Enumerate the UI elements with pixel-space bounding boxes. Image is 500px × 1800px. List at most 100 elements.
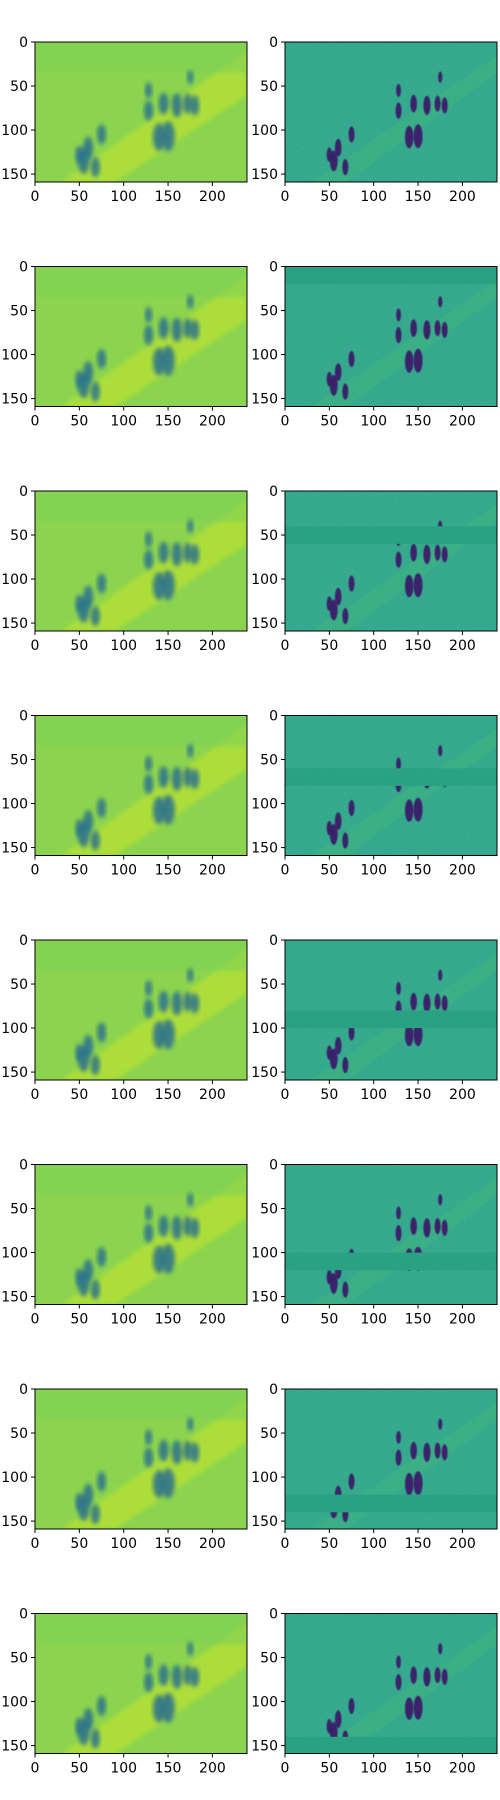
image-content <box>285 1613 497 1754</box>
y-tick-label: 100 <box>1 1695 28 1711</box>
x-tick-label: 100 <box>360 1087 387 1103</box>
y-tick-label: 0 <box>269 484 278 500</box>
x-tick-label: 50 <box>70 414 88 430</box>
masked-band <box>285 1494 497 1513</box>
y-tick-label: 50 <box>260 304 278 320</box>
axes-frame <box>284 490 498 632</box>
x-tick-label: 200 <box>449 1536 476 1552</box>
x-tick-label: 100 <box>110 1761 137 1777</box>
x-tick-label: 150 <box>405 189 432 205</box>
y-tick-label: 50 <box>10 1202 28 1218</box>
x-tick-label: 0 <box>31 1761 40 1777</box>
y-tick-label: 150 <box>1 1290 28 1306</box>
x-tick-label: 50 <box>320 1536 338 1552</box>
x-tick-label: 100 <box>110 1536 137 1552</box>
image-content <box>35 715 247 856</box>
image-content <box>285 42 497 182</box>
x-tick-label: 150 <box>155 1761 182 1777</box>
x-tick-label: 100 <box>360 638 387 654</box>
image-content <box>285 1389 497 1529</box>
x-tick-label: 100 <box>360 1761 387 1777</box>
y-tick-label: 150 <box>251 392 278 408</box>
y-tick-label: 150 <box>1 616 28 632</box>
image-content <box>35 1164 247 1305</box>
y-tick-label: 100 <box>251 348 278 364</box>
y-tick-label: 100 <box>1 572 28 588</box>
x-tick-label: 0 <box>31 1312 40 1328</box>
y-tick-label: 100 <box>251 572 278 588</box>
axes-frame <box>34 490 248 632</box>
x-tick-label: 150 <box>155 863 182 879</box>
y-tick-label: 0 <box>269 35 278 51</box>
x-tick-label: 100 <box>110 638 137 654</box>
x-tick-label: 0 <box>281 1536 290 1552</box>
y-tick-label: 0 <box>19 35 28 51</box>
masked-band <box>285 1010 497 1029</box>
x-tick-label: 50 <box>320 1312 338 1328</box>
y-tick-label: 0 <box>19 1158 28 1174</box>
x-tick-label: 200 <box>199 638 226 654</box>
x-tick-label: 50 <box>70 638 88 654</box>
axes-frame <box>284 715 498 856</box>
x-tick-label: 200 <box>449 638 476 654</box>
x-tick-label: 0 <box>281 414 290 430</box>
y-tick-label: 150 <box>251 1065 278 1081</box>
axes-frame <box>34 41 248 183</box>
masked-band <box>285 768 497 786</box>
panel-r5-c2: 0 50 100 150 200 0 50 100 150 <box>251 933 498 1103</box>
y-tick-label: 150 <box>251 167 278 183</box>
x-tick-label: 200 <box>449 1312 476 1328</box>
image-content <box>35 42 247 182</box>
x-tick-label: 50 <box>320 1761 338 1777</box>
x-tick-label: 200 <box>199 189 226 205</box>
axes-frame <box>284 1613 498 1754</box>
x-tick-label: 150 <box>405 1761 432 1777</box>
y-tick-label: 150 <box>1 1065 28 1081</box>
masked-band <box>285 266 497 285</box>
x-tick-label: 0 <box>281 1761 290 1777</box>
y-tick-label: 0 <box>19 484 28 500</box>
axes-frame <box>284 939 498 1081</box>
y-tick-label: 50 <box>10 1651 28 1667</box>
x-tick-label: 150 <box>405 1536 432 1552</box>
x-tick-label: 100 <box>360 1312 387 1328</box>
x-tick-label: 50 <box>70 863 88 879</box>
panel-r1-c1: 0 50 100 150 200 0 50 100 150 <box>1 35 248 205</box>
x-tick-label: 0 <box>31 638 40 654</box>
x-tick-label: 100 <box>110 1087 137 1103</box>
x-tick-label: 200 <box>449 863 476 879</box>
axes-frame <box>34 1164 248 1305</box>
y-tick-label: 0 <box>269 1158 278 1174</box>
x-tick-label: 150 <box>405 414 432 430</box>
x-tick-label: 150 <box>405 1312 432 1328</box>
x-tick-label: 150 <box>155 414 182 430</box>
y-tick-label: 150 <box>1 841 28 857</box>
x-tick-label: 50 <box>320 638 338 654</box>
x-tick-label: 50 <box>70 1536 88 1552</box>
y-tick-label: 150 <box>1 167 28 183</box>
y-tick-label: 0 <box>19 709 28 725</box>
y-tick-label: 100 <box>251 797 278 813</box>
masked-band <box>285 1252 497 1271</box>
axes-frame <box>34 1388 248 1530</box>
image-content <box>35 491 247 631</box>
panel-r7-c1: 0 50 100 150 200 0 50 100 150 <box>1 1382 248 1552</box>
image-content <box>35 1613 247 1754</box>
y-tick-label: 50 <box>260 753 278 769</box>
y-tick-label: 50 <box>260 528 278 544</box>
x-tick-label: 150 <box>155 189 182 205</box>
y-tick-label: 0 <box>269 933 278 949</box>
panel-r4-c2: 0 50 100 150 200 0 50 100 150 <box>251 709 498 879</box>
x-tick-label: 50 <box>70 189 88 205</box>
x-tick-label: 200 <box>449 1087 476 1103</box>
y-tick-label: 50 <box>260 1426 278 1442</box>
y-tick-label: 0 <box>269 709 278 725</box>
y-tick-label: 0 <box>269 1607 278 1623</box>
x-tick-label: 0 <box>281 863 290 879</box>
panel-r7-c2: 0 50 100 150 200 0 50 100 150 <box>251 1382 498 1552</box>
y-tick-label: 0 <box>269 1382 278 1398</box>
x-tick-label: 200 <box>199 863 226 879</box>
y-tick-label: 150 <box>1 1514 28 1530</box>
y-tick-label: 50 <box>10 753 28 769</box>
y-tick-label: 50 <box>260 977 278 993</box>
